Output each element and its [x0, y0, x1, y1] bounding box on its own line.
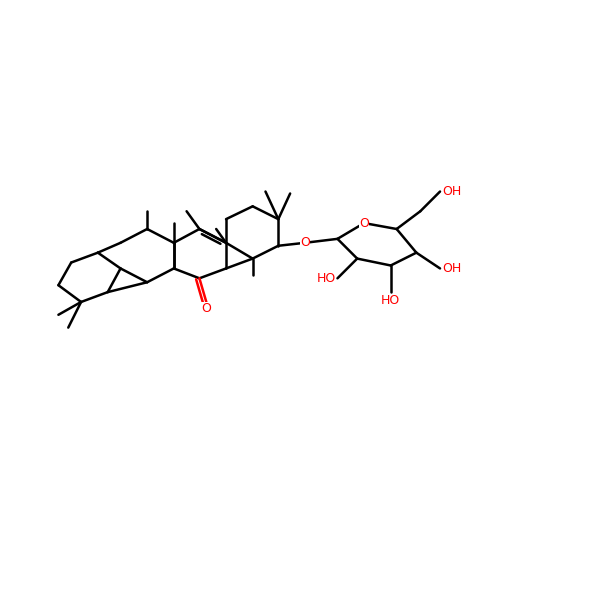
Text: O: O [202, 302, 211, 315]
Text: O: O [359, 217, 369, 230]
Text: HO: HO [381, 294, 400, 307]
Text: HO: HO [316, 272, 335, 285]
Text: O: O [300, 236, 310, 250]
Text: OH: OH [442, 185, 461, 198]
Text: OH: OH [442, 262, 461, 275]
